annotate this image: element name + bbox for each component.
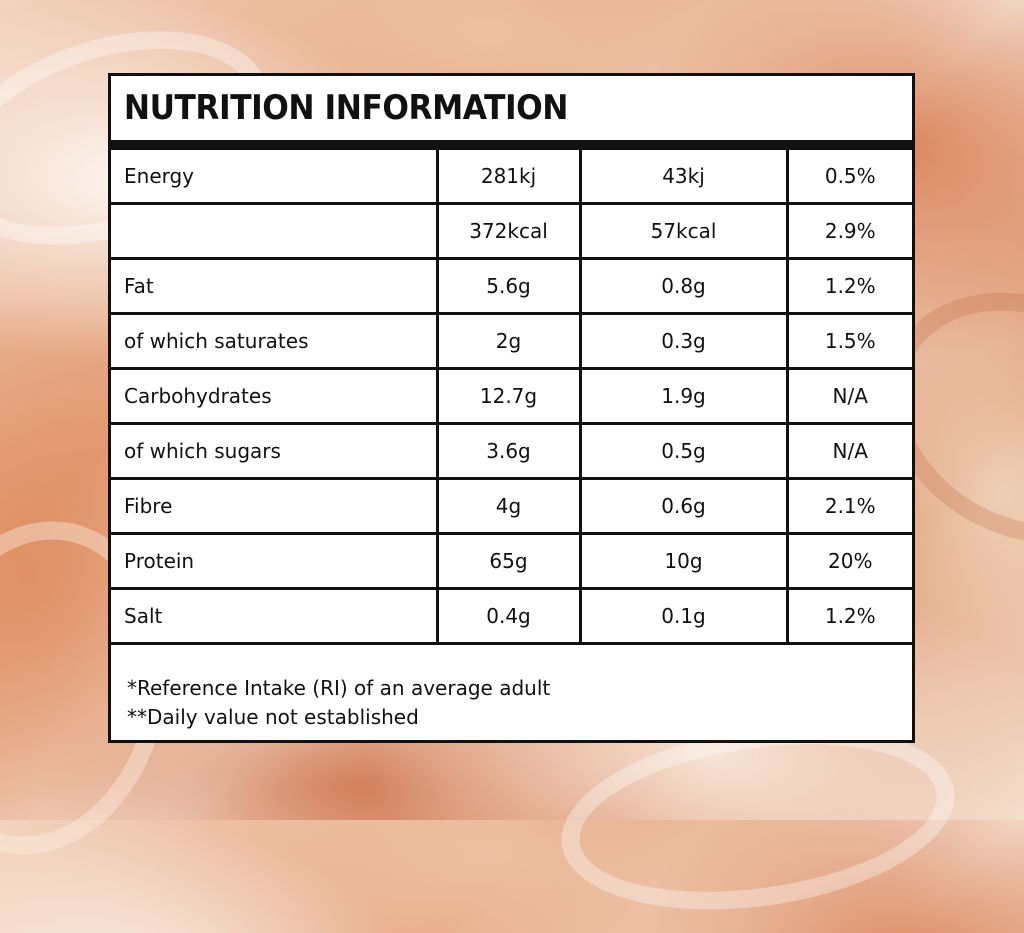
- per-100g-value: 3.6g: [435, 422, 582, 480]
- ri-percent: 1.5%: [785, 312, 912, 370]
- table-row: Energy 281kj 43kj 0.5%: [111, 150, 912, 205]
- nutrient-label: Carbohydrates: [111, 367, 439, 425]
- per-100g-value: 65g: [435, 532, 582, 590]
- daily-value-note: **Daily value not established: [127, 705, 419, 729]
- ri-percent: 0.5%: [785, 150, 912, 205]
- per-serving-value: 10g: [578, 532, 789, 590]
- nutrition-panel: NUTRITION INFORMATION Energy 281kj 43kj …: [108, 73, 915, 743]
- nutrient-label: Energy: [111, 150, 439, 205]
- nutrient-label: Protein: [111, 532, 439, 590]
- per-100g-value: 281kj: [435, 150, 582, 205]
- per-serving-value: 57kcal: [578, 202, 789, 260]
- table-row: 372kcal 57kcal 2.9%: [111, 202, 912, 260]
- table-row: Salt 0.4g 0.1g 1.2%: [111, 587, 912, 645]
- ri-percent: 2.9%: [785, 202, 912, 260]
- table-row: of which sugars 3.6g 0.5g N/A: [111, 422, 912, 480]
- per-100g-value: 2g: [435, 312, 582, 370]
- per-100g-value: 0.4g: [435, 587, 582, 645]
- panel-title: NUTRITION INFORMATION: [123, 88, 569, 128]
- per-100g-value: 4g: [435, 477, 582, 535]
- ri-percent: 20%: [785, 532, 912, 590]
- ri-percent: 2.1%: [785, 477, 912, 535]
- per-serving-value: 0.5g: [578, 422, 789, 480]
- title-divider: [111, 140, 912, 150]
- ri-percent: 1.2%: [785, 587, 912, 645]
- nutrient-label: [111, 202, 439, 260]
- per-serving-value: 0.6g: [578, 477, 789, 535]
- per-serving-value: 0.1g: [578, 587, 789, 645]
- nutrient-label: Salt: [111, 587, 439, 645]
- reference-intake-note: *Reference Intake (RI) of an average adu…: [127, 676, 551, 700]
- nutrition-table: Energy 281kj 43kj 0.5% 372kcal 57kcal 2.…: [111, 150, 912, 645]
- ri-percent: N/A: [785, 422, 912, 480]
- per-100g-value: 12.7g: [435, 367, 582, 425]
- table-row: Fibre 4g 0.6g 2.1%: [111, 477, 912, 535]
- table-row: Protein 65g 10g 20%: [111, 532, 912, 590]
- table-row: of which saturates 2g 0.3g 1.5%: [111, 312, 912, 370]
- per-serving-value: 0.8g: [578, 257, 789, 315]
- table-row: Carbohydrates 12.7g 1.9g N/A: [111, 367, 912, 425]
- nutrient-label: Fibre: [111, 477, 439, 535]
- per-serving-value: 43kj: [578, 150, 789, 205]
- footnotes: *Reference Intake (RI) of an average adu…: [127, 674, 887, 732]
- ri-percent: N/A: [785, 367, 912, 425]
- ri-percent: 1.2%: [785, 257, 912, 315]
- per-100g-value: 5.6g: [435, 257, 582, 315]
- per-serving-value: 1.9g: [578, 367, 789, 425]
- nutrient-label: of which saturates: [111, 312, 439, 370]
- per-serving-value: 0.3g: [578, 312, 789, 370]
- nutrient-label: of which sugars: [111, 422, 439, 480]
- table-row: Fat 5.6g 0.8g 1.2%: [111, 257, 912, 315]
- nutrient-label: Fat: [111, 257, 439, 315]
- per-100g-value: 372kcal: [435, 202, 582, 260]
